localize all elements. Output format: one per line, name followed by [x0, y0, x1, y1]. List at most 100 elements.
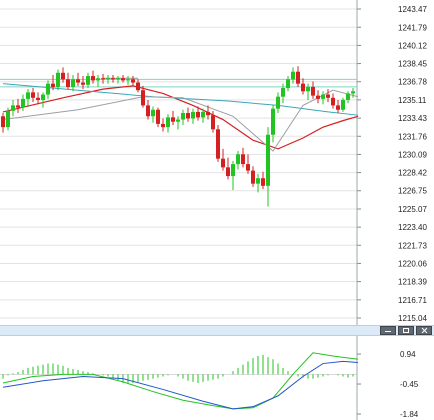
candle-body	[26, 92, 30, 99]
candle-body	[301, 83, 305, 92]
y-tick-label: 1228.42	[398, 169, 427, 178]
y-tick-label: 1220.06	[398, 259, 427, 268]
maximize-icon	[399, 327, 413, 334]
candle-body	[291, 71, 295, 80]
candle-body	[231, 164, 235, 177]
candle-body	[256, 178, 260, 184]
maximize-button[interactable]	[398, 326, 414, 335]
candle-body	[281, 88, 285, 97]
candle-body	[76, 79, 80, 83]
candle-body	[181, 113, 185, 120]
y-tick-label: -0.45	[400, 380, 419, 389]
y-tick-label: 1243.47	[398, 5, 427, 14]
candle-body	[46, 83, 50, 95]
indicator-window-header	[0, 325, 434, 336]
candle-body	[116, 78, 120, 80]
candle-body	[176, 119, 180, 122]
candle-body	[61, 72, 65, 80]
main-price-chart[interactable]: 1243.47 1241.79 1240.12 1238.45 1236.78 1235.…	[0, 0, 434, 325]
candle-body	[6, 110, 10, 128]
y-tick-label: 1235.11	[398, 96, 427, 105]
candle-body	[326, 94, 330, 98]
candle-body	[161, 123, 165, 128]
candle-body	[56, 72, 60, 87]
candle-body	[191, 111, 195, 119]
candle-body	[321, 94, 325, 99]
candle-body	[241, 154, 245, 165]
y-tick-label: 1240.12	[398, 41, 427, 50]
candle-body	[171, 117, 175, 122]
candle-body	[86, 76, 90, 85]
candle-body	[101, 78, 105, 80]
candle-body	[276, 96, 280, 109]
y-tick-label: 1223.40	[398, 223, 427, 232]
close-icon	[417, 327, 431, 334]
candle-body	[206, 111, 210, 116]
candle-body	[246, 164, 250, 171]
candle-body	[146, 105, 150, 117]
candle-body	[81, 82, 85, 85]
candle-body	[166, 117, 170, 128]
macd-line	[2, 352, 359, 410]
macd-indicator-chart[interactable]: 0.94 -0.45 -1.84	[0, 336, 434, 420]
candle-body	[226, 167, 230, 177]
candle-body	[316, 95, 320, 99]
candle-body	[151, 109, 155, 117]
candle-body	[71, 79, 75, 87]
candle-body	[216, 129, 220, 159]
candle-body	[41, 94, 45, 100]
candle-body	[261, 178, 265, 186]
y-tick-label: 1236.78	[398, 78, 427, 87]
candle-body	[121, 78, 125, 81]
candle-body	[106, 78, 110, 80]
y-tick-label: 0.94	[400, 350, 416, 359]
macd-line	[2, 360, 359, 410]
y-tick-label: 1231.76	[398, 132, 427, 141]
candle-body	[21, 98, 25, 108]
y-tick-label: 1241.79	[398, 23, 427, 32]
y-tick-label: 1215.04	[398, 314, 427, 323]
y-tick-label: 1230.09	[398, 150, 427, 159]
candle-body	[221, 158, 225, 168]
candle-body	[331, 97, 335, 106]
candle-body	[286, 79, 290, 89]
y-tick-label: 1233.43	[398, 114, 427, 123]
window-controls	[380, 326, 432, 335]
candle-body	[336, 105, 340, 110]
candle-body	[341, 99, 345, 110]
y-tick-label: -1.84	[400, 410, 419, 419]
y-tick-label: 1216.71	[398, 296, 427, 305]
candle-body	[251, 170, 255, 184]
candle-body	[141, 90, 145, 106]
candle-body	[66, 79, 70, 87]
candle-body	[91, 76, 95, 81]
moving-average-line	[2, 83, 359, 116]
candle-body	[186, 113, 190, 119]
candle-body	[311, 86, 315, 96]
y-tick-label: 1238.45	[398, 60, 427, 69]
candle-body	[271, 108, 275, 135]
candle-body	[111, 78, 115, 80]
candle-body	[211, 115, 215, 130]
candle-body	[296, 71, 300, 84]
y-tick-label: 1221.73	[398, 241, 427, 250]
plot-background	[0, 0, 434, 325]
y-tick-label: 1226.75	[398, 187, 427, 196]
candle-body	[346, 93, 350, 100]
close-button[interactable]	[416, 326, 432, 335]
minimize-icon	[381, 327, 395, 334]
candle-body	[201, 111, 205, 118]
candle-body	[196, 111, 200, 118]
candle-body	[266, 134, 270, 186]
candle-body	[136, 82, 140, 91]
candle-body	[11, 105, 15, 111]
candle-body	[236, 154, 240, 165]
y-tick-label: 1225.07	[398, 205, 427, 214]
candle-body	[306, 86, 310, 92]
minimize-button[interactable]	[380, 326, 396, 335]
candle-body	[16, 105, 20, 108]
candle-body	[51, 83, 55, 87]
candle-body	[31, 92, 35, 98]
moving-average-line	[2, 85, 359, 150]
y-tick-label: 1218.39	[398, 278, 427, 287]
